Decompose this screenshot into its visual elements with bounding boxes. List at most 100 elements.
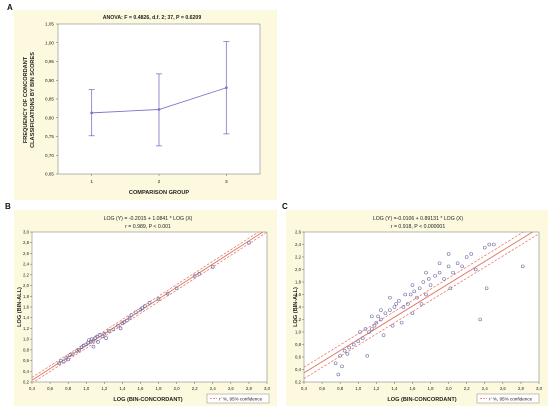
panel-b-x-tick-label: 2,6 [228,386,235,391]
panel-c-x-tick-label: 0,6 [319,386,326,391]
panel-b-y-tick-label: 1,8 [23,294,30,299]
panel-b-data-point [104,336,108,340]
panel-a-y-tick-label: 0,70 [45,153,54,158]
panel-c-data-point [360,336,365,341]
panel-b-y-tick-label: 1,4 [23,315,30,320]
panel-b-title: LOG (Y) = -0.2015 + 1.0841 * LOG (X) [104,216,193,222]
panel-b-data-point [127,315,132,320]
panel-a-y-ticks: 1,05 1,00 0,95 0,90 0,85 0,80 0,75 0,70 0,65 [45,22,58,177]
panel-c-fit-line [304,232,534,374]
panel-c: C LOG (Y) =-0.0106 + 0.89131 * LOG (X) r… [282,202,548,406]
panel-b-y-tick-label: 1,0 [23,337,30,342]
panel-c-x-tick-label: 0,8 [337,386,344,391]
panel-b-y-tick-label: 3,0 [23,230,30,235]
panel-b-marks [32,232,267,382]
panel-c-y-tick-label: 1,6 [295,292,302,297]
panel-b: B LOG (Y) = -0.2015 + 1.0841 * LOG (X) r… [5,202,277,406]
panel-c-y-tick-label: 2,0 [295,267,302,272]
panel-b-data-point [197,271,202,276]
panel-b-data-point [122,320,126,324]
panel-c-data-point [403,292,408,297]
panel-a-y-tick-label: 0,75 [45,134,54,139]
panel-b-data-point [96,340,100,344]
panel-c-x-tick-label: 2,0 [446,386,453,391]
panel-c-x-tick-label: 1,8 [428,386,435,391]
panel-b-clip-group [32,232,267,382]
panel-c-data-point [394,302,398,306]
panel-c-data-point [464,255,469,259]
panel-b-x-tick-label: 1,0 [83,386,90,391]
panel-c-data-point [442,277,446,281]
panel-c-data-point [460,264,464,269]
panel-c-data-point [448,286,453,291]
panel-c-data-point [428,283,433,287]
panel-c-data-point [484,286,489,291]
panel-c-y-tick-label: 1,0 [295,330,302,335]
panel-b-x-tick-label: 1,8 [156,386,163,391]
panel-a-marks [88,41,230,147]
panel-c-data-point [437,261,442,266]
panel-b-data-point [125,318,129,323]
panel-b-y-tick-label: 1,6 [23,305,30,310]
panel-b-data-point [192,274,197,278]
panel-c-data-point [392,305,397,309]
panel-b-y-tick-label: 2,8 [23,240,30,245]
panel-b-data-point [165,291,170,296]
panel-c-data-point [388,308,392,312]
panel-c-data-point [365,353,370,358]
panel-c-data-point [388,295,392,300]
panel-c-data-point [437,270,442,275]
panel-c-y-tick-label: 0,2 [295,380,302,385]
panel-a: A ANOVA: F = 0.4826, d.f. 2; 37, P = 0.6… [7,3,277,200]
panel-a-mean-point [157,108,161,111]
panel-c-x-tick-label: 1,6 [409,386,416,391]
panel-b-data-point [156,297,161,301]
panel-b-data-point [61,359,66,364]
panel-b-data-point [143,304,147,308]
panel-b-data-point [57,361,61,366]
panel-c-y-tick-label: 0,6 [295,355,302,360]
panel-c-data-point [376,314,380,319]
panel-c-data-point [426,277,431,281]
panel-c-data-point [406,302,410,306]
panel-b-x-tick-label: 0,4 [29,386,36,391]
panel-c-plot-area [303,231,540,383]
panel-a-x-tick-label: 2 [158,179,161,185]
panel-c-data-point [374,320,379,325]
panel-a-mean-point [224,86,228,90]
panel-c-x-tick-label: 1,4 [391,386,398,391]
panel-c-x-tick-label: 3,0 [536,386,543,391]
panel-c-x-tick-label: 2,8 [518,386,525,391]
panel-b-x-tick-label: 0,8 [65,386,72,391]
panel-a-x-label: COMPARISON GROUP [129,190,189,196]
panel-c-data-point [356,339,361,344]
panel-c-y-tick-label: 0,8 [295,342,302,347]
panel-c-y-tick-label: 0,4 [295,367,302,372]
panel-c-data-point [399,320,404,325]
panel-c-x-label: LOG (BIN-CONCORDANT) [387,397,456,403]
panel-c-data-point [487,242,492,247]
panel-b-x-tick-label: 1,2 [101,386,108,391]
panel-c-data-point [455,261,460,266]
panel-b-y-tick-label: 0,4 [23,369,30,374]
panel-c-data-point [369,314,374,319]
panel-c-data-point [412,289,417,294]
panel-b-data-point [107,329,111,333]
panel-c-data-point [469,252,474,256]
panel-b-data-point [129,313,134,317]
panel-c-data-point [338,353,342,358]
panel-b-x-tick-label: 2,4 [210,386,217,391]
panel-c-data-point [410,283,415,287]
panel-b-y-tick-label: 0,8 [23,347,30,352]
panel-c-data-point [372,323,377,328]
panel-b-y-tick-label: 1,2 [23,326,30,331]
panel-c-data-point [410,311,415,316]
panel-b-data-point [91,344,96,349]
panel-c-data-point [379,317,383,322]
panel-b-x-ticks: 0,4 0,6 0,8 1,0 1,2 1,4 1,6 1,8 2,0 2,2 2,4 2,6 2,8 3… [29,382,271,391]
panel-c-data-point [417,286,422,291]
panel-b-confidence-line [33,232,267,382]
panel-c-x-tick-label: 0,4 [301,386,308,391]
panel-b-subtitle: r = 0.989, P < 0.001 [125,224,171,230]
panel-a-y-tick-label: 0,85 [45,97,54,102]
